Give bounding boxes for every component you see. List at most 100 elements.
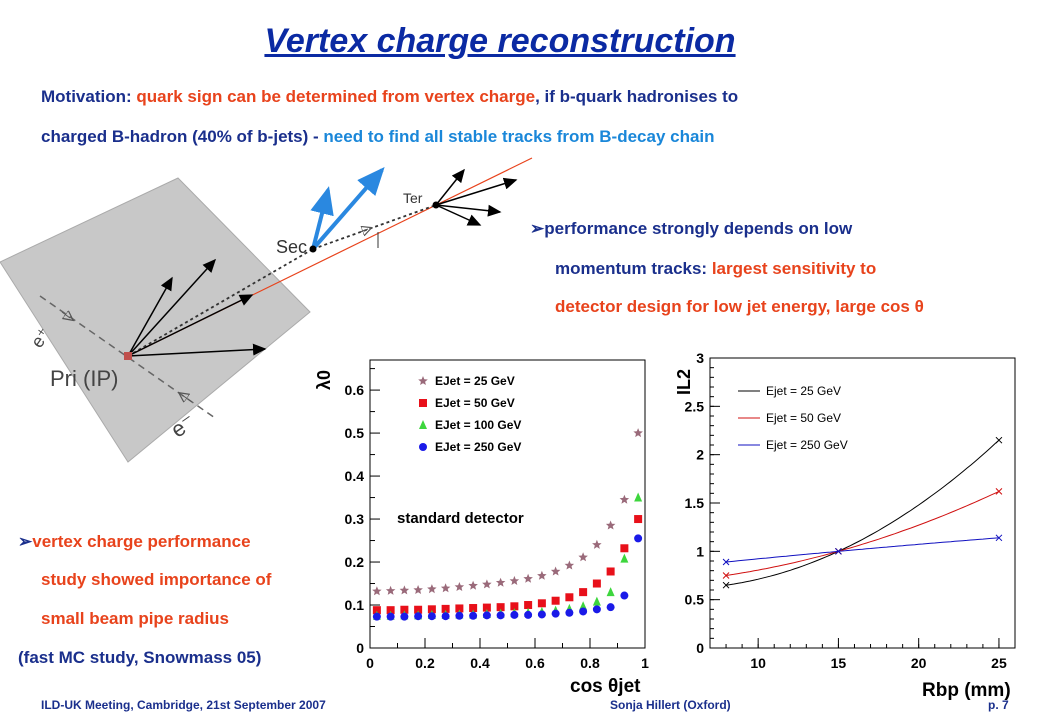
chart1-data-point [482,579,492,589]
chart1-legend-marker [419,420,427,429]
chart1-data-point [606,567,615,576]
chart1-data-point [414,605,423,614]
motivation-highlight: quark sign can be determined from vertex… [136,87,536,106]
chart1-x-tick-label: 1 [641,655,649,671]
vertex-note-line-3: small beam pipe radius [41,609,230,628]
motivation-line-2: charged B-hadron (40% of b-jets) - need … [41,127,715,147]
chart2-data-point [995,534,1003,542]
chart1-data-point [537,570,547,580]
chart1-data-point [441,604,450,613]
footer-page-number: p. 7 [988,698,1009,712]
chart1-data-point [606,587,615,597]
detector-plane [0,177,311,463]
chart1-data-point [414,612,423,621]
tertiary-track [435,204,482,226]
chart1-data-point [454,582,465,591]
performance-line-3: detector design for low jet energy, larg… [555,297,924,316]
label-ter: Ter [403,190,423,206]
chart2-data-point [722,572,730,579]
chart1-data-point [524,601,533,610]
chart2-axes: 10 15 20 25 0 0.5 1 1.5 2 2.5 3 [685,350,1016,671]
chart1-data-point [550,566,561,576]
chart1-data-point [592,605,601,614]
chart1-annotation: standard detector [397,510,524,527]
chart2-series-line [726,490,1000,576]
motivation-line2-prefix: charged B-hadron (40% of b-jets) - [41,127,324,146]
tertiary-track [435,168,465,206]
motivation-prefix: Motivation: [41,87,137,106]
label-sec: Sec [276,237,307,257]
chart2-legend-label: Ejet = 25 GeV [766,384,841,398]
chart1-data-point [496,611,505,620]
performance-line-2: momentum tracks: largest sensitivity to [555,259,876,279]
chart1-data-point [592,579,601,588]
chart1-data-point [386,612,395,621]
chart2-lines [722,436,1003,589]
chart1-data-point [455,611,464,620]
chart1-data-point [455,604,464,613]
chart1-x-tick-label: 0.6 [525,655,545,671]
secondary-vertex [309,245,317,253]
footer-event: ILD-UK Meeting, Cambridge, 21st Septembe… [41,698,326,712]
secondary-to-tertiary-path [312,204,437,250]
chart1-data-point [619,494,630,504]
primary-track [127,343,267,357]
chart1-data-point [592,596,601,606]
chart1-data-point [427,605,436,614]
chart2-x-tick-label: 15 [831,655,847,671]
chart1-y-tick-label: 0.1 [345,597,365,613]
tertiary-vertex [432,201,440,209]
bullet-icon: ➢ [18,532,33,551]
chart1-x-tick-label: 0.2 [415,655,435,671]
secondary-track [310,186,334,250]
performance-text-1: performance strongly depends on low [544,219,853,238]
chart1-x-tick-label: 0 [366,655,374,671]
vertex-note-text-1: vertex charge performance [32,532,251,551]
chart1-y-tick-label: 0 [356,640,364,656]
chart1-data-point [634,492,643,502]
chart2-frame [709,357,1016,649]
chart1-data-point [495,577,506,587]
tertiary-track [435,177,518,206]
chart2-data-point [722,581,730,589]
label-pri: Pri (IP) [50,366,118,391]
motivation-line2-highlight: need to find all stable tracks from B-de… [323,127,715,146]
eplus-arrow [62,312,70,318]
chart1-y-tick-label: 0.3 [345,511,365,527]
chart1-y-tick-label: 0.2 [345,554,365,570]
chart2-y-tick-label: 3 [696,350,704,366]
chart1-data-point [551,596,560,605]
chart1-data-point [606,603,615,612]
chart1-x-tick-label: 0.8 [580,655,600,671]
chart1-legend-label: EJet = 250 GeV [435,440,521,454]
chart1-data-point [440,583,451,593]
chart1-data-point [634,534,643,543]
chart1-axes: 0 0.2 0.4 0.6 0.8 1 0 0.1 0.2 0.3 0.4 0.5 0.6 [345,368,649,671]
chart2-y-tick-label: 2 [696,447,704,463]
chart2-y-tick-label: 0.5 [685,592,705,608]
chart1-data-point [386,606,395,615]
chart1-legend-marker [419,399,427,407]
vertex-note-line-2: study showed importance of [41,570,272,589]
chart1-data-point [469,604,478,613]
primary-vertex [124,352,132,360]
chart1-data-point [579,607,588,616]
chart1-data-point [633,428,643,438]
chart1-frame [369,359,646,649]
chart2-data-point [995,488,1003,495]
chart1-legend-marker [419,443,427,451]
footer-author: Sonja Hillert (Oxford) [610,698,731,712]
chart1-data-point [592,539,602,549]
primary-track [127,276,173,357]
chart1-data-point [565,593,574,602]
chart1-data-point [578,552,588,562]
chart1-data-point [427,584,437,594]
chart1-data-point [537,610,546,619]
performance-line-1: ➢performance strongly depends on low [530,219,852,239]
lambda0-chart: 0 0.2 0.4 0.6 0.8 1 0 0.1 0.2 0.3 0.4 0.5 0.6 EJet =… [314,359,649,697]
primary-track [127,294,254,357]
secondary-track [311,166,385,251]
motivation-line-1: Motivation: quark sign can be determined… [41,87,738,107]
chart1-data-point [523,573,533,583]
chart2-y-axis-label: IL2 [674,369,694,395]
